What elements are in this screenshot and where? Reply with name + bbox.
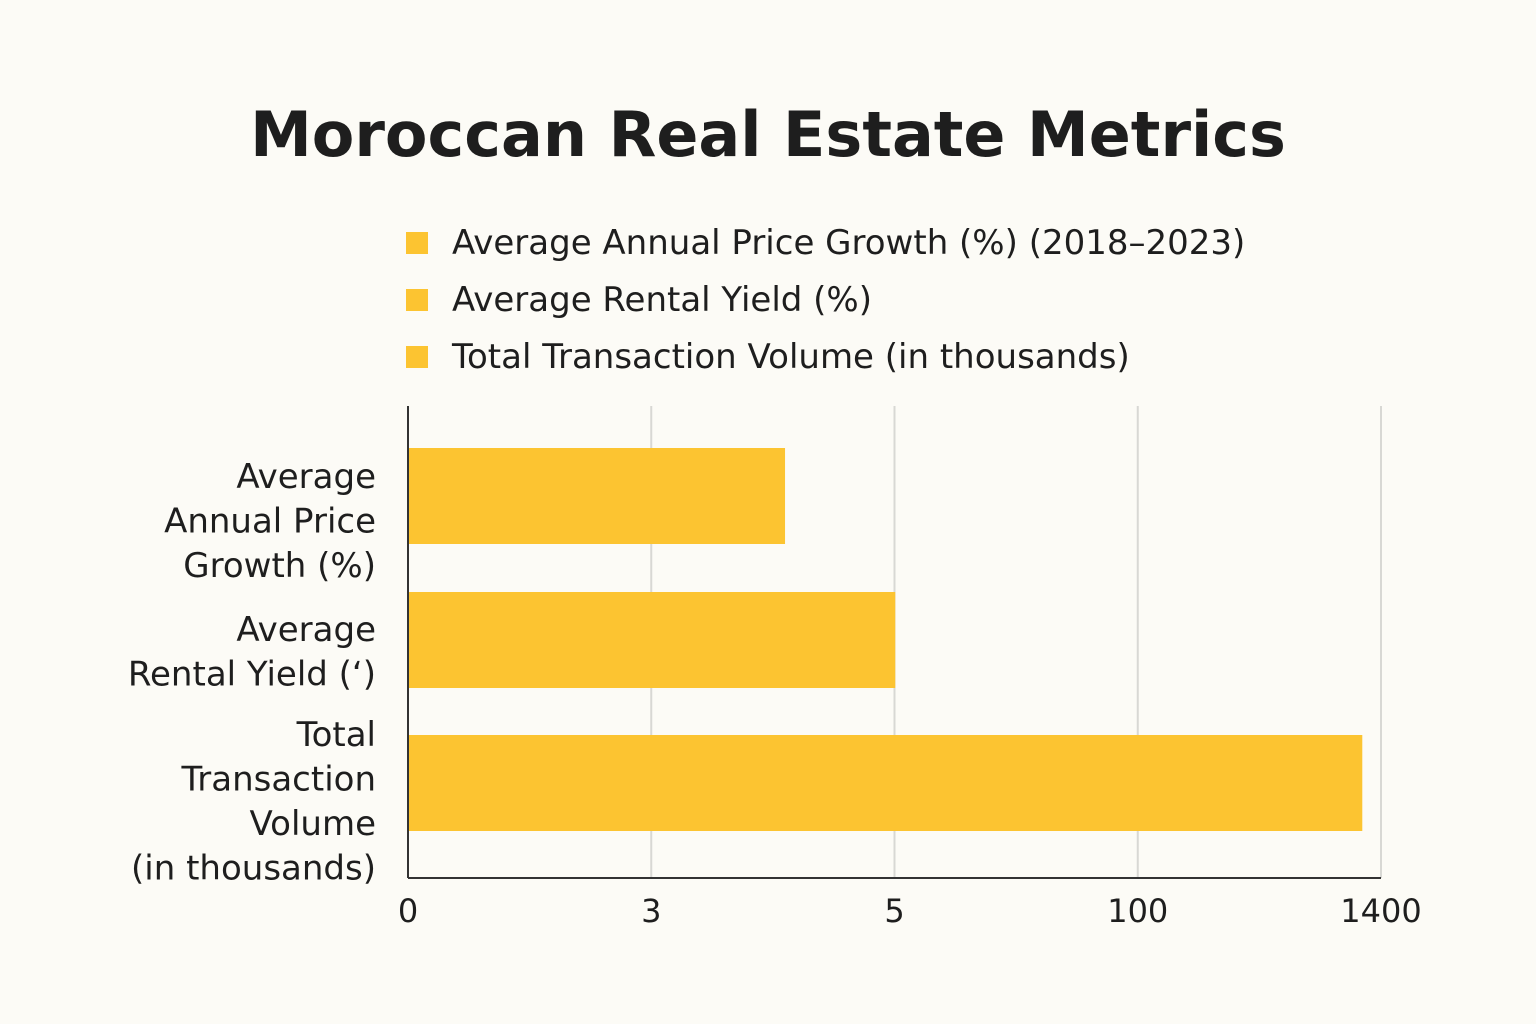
category-label: Transaction	[180, 760, 376, 800]
legend-swatch	[406, 288, 428, 311]
bar	[408, 735, 1363, 831]
x-tick-label: 0	[398, 892, 418, 930]
category-label: (in thousands)	[131, 849, 376, 889]
legend-item: Average Rental Yield (%)	[406, 271, 1245, 328]
legend-item: Total Transaction Volume (in thousands)	[406, 328, 1245, 385]
x-tick-label: 5	[884, 892, 904, 930]
legend-item: Average Annual Price Growth (%) (2018–20…	[406, 214, 1245, 271]
category-label: Volume	[250, 804, 376, 844]
legend-label: Total Transaction Volume (in thousands)	[452, 336, 1130, 377]
category-label: Average	[236, 457, 376, 497]
legend-swatch	[406, 345, 428, 368]
legend-label: Average Rental Yield (%)	[452, 279, 873, 320]
category-label: Average	[236, 610, 376, 650]
legend-label: Average Annual Price Growth (%) (2018–20…	[452, 222, 1246, 263]
x-tick-label: 3	[641, 892, 661, 930]
category-label: Total	[296, 715, 376, 755]
chart-title: Moroccan Real Estate Metrics	[250, 98, 1286, 171]
legend: Average Annual Price Growth (%) (2018–20…	[406, 214, 1245, 385]
category-label: Annual Price	[164, 502, 376, 542]
x-tick-label: 1400	[1340, 892, 1421, 930]
legend-swatch	[406, 231, 428, 254]
bar	[408, 592, 896, 688]
bar	[408, 448, 786, 544]
category-label: Rental Yield (ʻ)	[128, 655, 376, 695]
category-label: Growth (%)	[183, 546, 376, 586]
x-tick-label: 100	[1107, 892, 1168, 930]
